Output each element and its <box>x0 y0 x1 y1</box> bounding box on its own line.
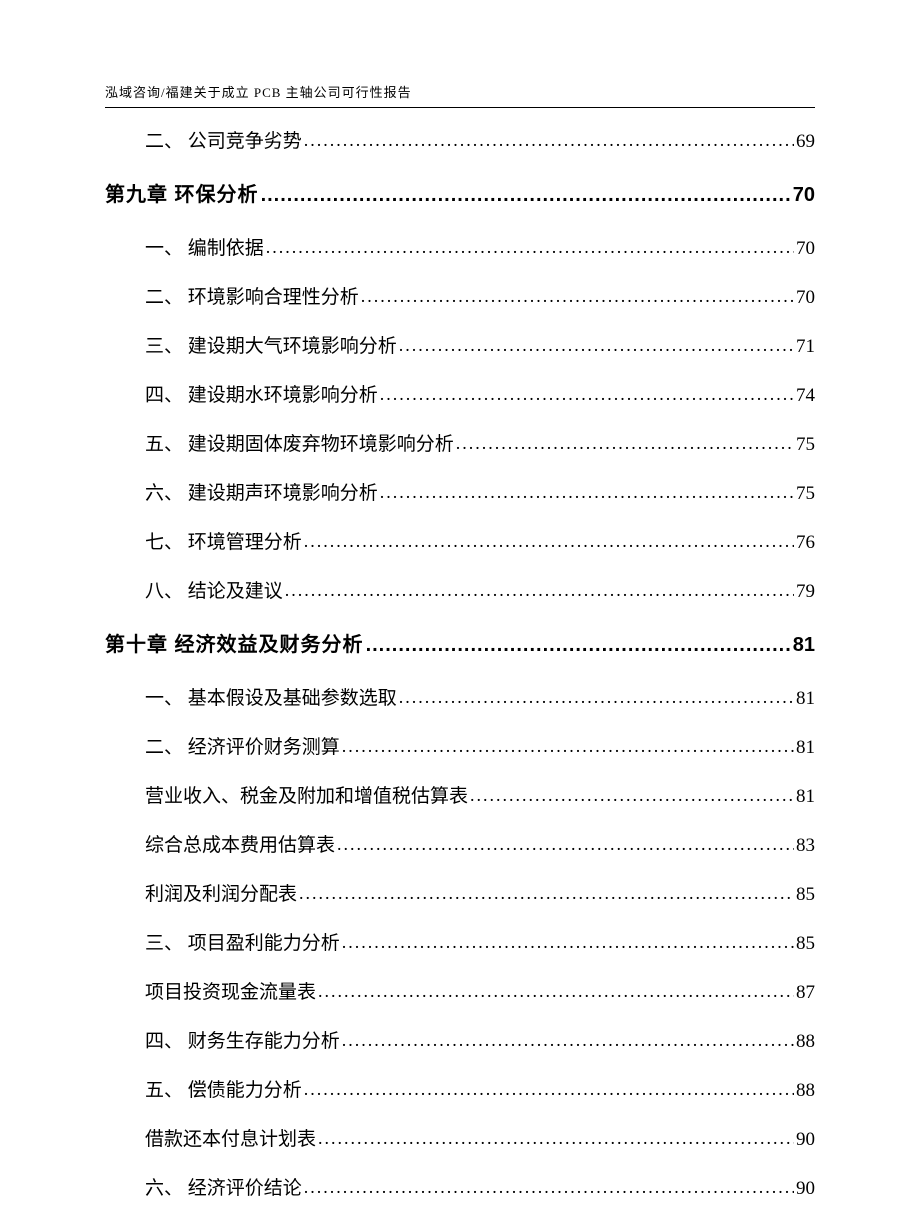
toc-label: 四、 财务生存能力分析 <box>145 1026 340 1053</box>
toc-container: 二、 公司竞争劣势 ..............................… <box>105 126 815 1222</box>
toc-page-number: 81 <box>793 634 815 657</box>
toc-entry: 七、 环境管理分析 ..............................… <box>145 527 815 554</box>
toc-leader-dots: ........................................… <box>337 834 794 855</box>
toc-page-number: 81 <box>796 688 815 710</box>
toc-page-number: 81 <box>796 786 815 808</box>
toc-page-number: 71 <box>796 336 815 358</box>
toc-page-number: 90 <box>796 1129 815 1151</box>
document-header: 泓域咨询/福建关于成立 PCB 主轴公司可行性报告 <box>105 82 815 108</box>
toc-entry: 六、 经济评价结论 ..............................… <box>145 1173 815 1200</box>
toc-leader-dots: ........................................… <box>304 1177 794 1198</box>
toc-entry: 五、 偿债能力分析 ..............................… <box>145 1075 815 1102</box>
toc-chapter-label: 第十章 经济效益及财务分析 <box>105 628 364 657</box>
toc-leader-dots: ........................................… <box>366 634 791 657</box>
toc-page-number: 88 <box>796 1080 815 1102</box>
toc-page-number: 75 <box>796 483 815 505</box>
toc-leader-dots: ........................................… <box>266 237 794 258</box>
toc-page-number: 70 <box>793 184 815 207</box>
toc-label: 项目投资现金流量表 <box>145 977 316 1004</box>
toc-entry: 营业收入、税金及附加和增值税估算表 ......................… <box>145 781 815 808</box>
toc-entry: 二、 经济评价财务测算 ............................… <box>145 732 815 759</box>
toc-leader-dots: ........................................… <box>342 1030 794 1051</box>
toc-entry: 综合总成本费用估算表 .............................… <box>145 830 815 857</box>
toc-leader-dots: ........................................… <box>304 130 794 151</box>
toc-leader-dots: ........................................… <box>456 433 794 454</box>
toc-entry: 八、 结论及建议 ...............................… <box>145 576 815 603</box>
toc-page-number: 70 <box>796 287 815 309</box>
toc-leader-dots: ........................................… <box>399 687 794 708</box>
toc-page-number: 81 <box>796 737 815 759</box>
toc-label: 二、 公司竞争劣势 <box>145 126 302 153</box>
toc-entry: 一、 基本假设及基础参数选取 .........................… <box>145 683 815 710</box>
toc-entry: 借款还本付息计划表 ..............................… <box>145 1124 815 1151</box>
toc-leader-dots: ........................................… <box>285 580 794 601</box>
toc-leader-dots: ........................................… <box>380 482 794 503</box>
toc-page-number: 75 <box>796 434 815 456</box>
toc-label: 六、 建设期声环境影响分析 <box>145 478 378 505</box>
toc-leader-dots: ........................................… <box>318 981 794 1002</box>
toc-leader-dots: ........................................… <box>318 1128 794 1149</box>
toc-entry: 一、 编制依据 ................................… <box>145 233 815 260</box>
toc-label: 三、 项目盈利能力分析 <box>145 928 340 955</box>
toc-page-number: 69 <box>796 131 815 153</box>
toc-leader-dots: ........................................… <box>299 883 794 904</box>
toc-entry: 四、 财务生存能力分析 ............................… <box>145 1026 815 1053</box>
toc-entry: 五、 建设期固体废弃物环境影响分析 ......................… <box>145 429 815 456</box>
toc-leader-dots: ........................................… <box>342 932 794 953</box>
toc-page-number: 90 <box>796 1178 815 1200</box>
toc-label: 五、 偿债能力分析 <box>145 1075 302 1102</box>
toc-leader-dots: ........................................… <box>399 335 794 356</box>
toc-page-number: 76 <box>796 532 815 554</box>
toc-chapter-label: 第九章 环保分析 <box>105 178 259 207</box>
toc-label: 利润及利润分配表 <box>145 879 297 906</box>
toc-page-number: 85 <box>796 884 815 906</box>
toc-leader-dots: ........................................… <box>380 384 794 405</box>
toc-chapter-entry: 第十章 经济效益及财务分析 ..........................… <box>105 628 815 657</box>
toc-label: 一、 编制依据 <box>145 233 264 260</box>
toc-entry: 二、 公司竞争劣势 ..............................… <box>145 126 815 153</box>
toc-entry: 三、 建设期大气环境影响分析 .........................… <box>145 331 815 358</box>
toc-label: 八、 结论及建议 <box>145 576 283 603</box>
header-text: 泓域咨询/福建关于成立 PCB 主轴公司可行性报告 <box>105 85 412 100</box>
toc-page-number: 70 <box>796 238 815 260</box>
toc-page-number: 85 <box>796 933 815 955</box>
toc-label: 二、 环境影响合理性分析 <box>145 282 359 309</box>
toc-page-number: 79 <box>796 581 815 603</box>
toc-leader-dots: ........................................… <box>470 785 794 806</box>
toc-chapter-entry: 第九章 环保分析 ...............................… <box>105 178 815 207</box>
toc-entry: 三、 项目盈利能力分析 ............................… <box>145 928 815 955</box>
toc-page-number: 83 <box>796 835 815 857</box>
toc-label: 二、 经济评价财务测算 <box>145 732 340 759</box>
toc-page-number: 74 <box>796 385 815 407</box>
toc-label: 一、 基本假设及基础参数选取 <box>145 683 397 710</box>
toc-leader-dots: ........................................… <box>304 531 794 552</box>
toc-leader-dots: ........................................… <box>342 736 794 757</box>
toc-entry: 六、 建设期声环境影响分析 ..........................… <box>145 478 815 505</box>
toc-label: 借款还本付息计划表 <box>145 1124 316 1151</box>
toc-label: 三、 建设期大气环境影响分析 <box>145 331 397 358</box>
toc-page-number: 87 <box>796 982 815 1004</box>
toc-entry: 四、 建设期水环境影响分析 ..........................… <box>145 380 815 407</box>
toc-label: 营业收入、税金及附加和增值税估算表 <box>145 781 468 808</box>
toc-leader-dots: ........................................… <box>261 184 791 207</box>
toc-entry: 二、 环境影响合理性分析 ...........................… <box>145 282 815 309</box>
toc-leader-dots: ........................................… <box>361 286 794 307</box>
toc-label: 五、 建设期固体废弃物环境影响分析 <box>145 429 454 456</box>
toc-entry: 项目投资现金流量表 ..............................… <box>145 977 815 1004</box>
toc-label: 七、 环境管理分析 <box>145 527 302 554</box>
toc-entry: 利润及利润分配表 ...............................… <box>145 879 815 906</box>
toc-label: 六、 经济评价结论 <box>145 1173 302 1200</box>
toc-label: 四、 建设期水环境影响分析 <box>145 380 378 407</box>
toc-label: 综合总成本费用估算表 <box>145 830 335 857</box>
toc-leader-dots: ........................................… <box>304 1079 794 1100</box>
toc-page-number: 88 <box>796 1031 815 1053</box>
